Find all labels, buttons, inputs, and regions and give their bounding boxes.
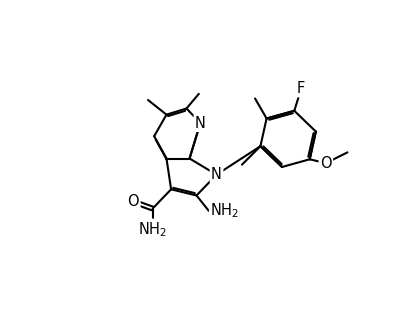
Text: N: N xyxy=(195,116,206,131)
Text: NH$_2$: NH$_2$ xyxy=(138,220,167,239)
Text: O: O xyxy=(320,156,332,171)
Text: O: O xyxy=(128,194,139,209)
Text: N: N xyxy=(211,167,222,182)
Text: NH$_2$: NH$_2$ xyxy=(211,202,239,220)
Text: F: F xyxy=(297,81,305,96)
